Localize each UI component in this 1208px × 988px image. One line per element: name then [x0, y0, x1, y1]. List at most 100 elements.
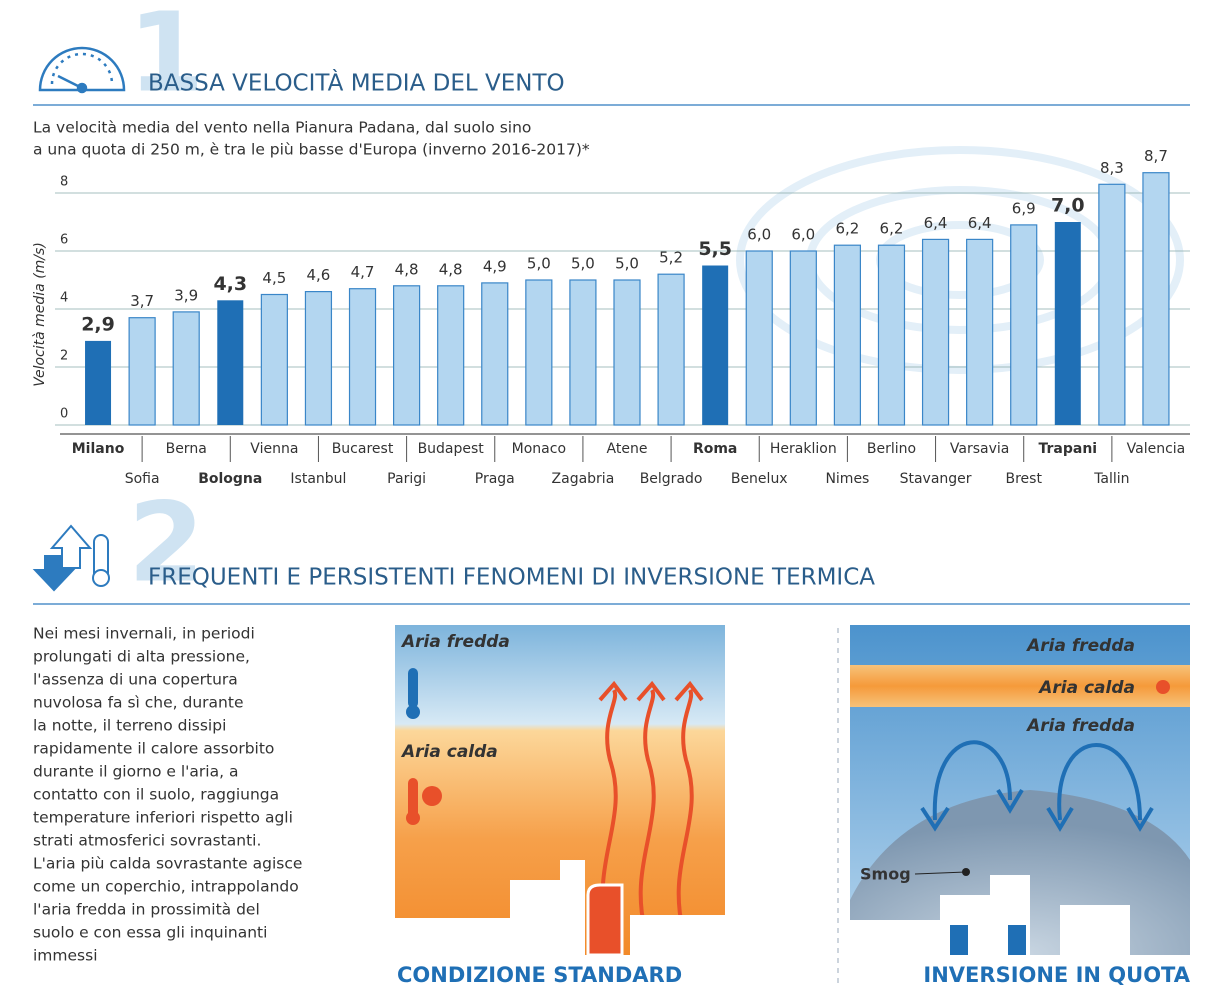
layer-label: Smog: [860, 865, 911, 884]
bar: [746, 251, 772, 425]
bar: [614, 280, 640, 425]
paragraph-line: la notte, il terreno dissipi: [33, 717, 226, 735]
value-label: 3,9: [174, 286, 198, 304]
value-label: 5,0: [571, 255, 595, 273]
y-tick-label: 8: [60, 175, 68, 190]
value-label: 4,6: [307, 266, 331, 284]
y-tick-label: 2: [60, 349, 68, 364]
y-tick-label: 4: [60, 291, 68, 306]
section-title: BASSA VELOCITÀ MEDIA DEL VENTO: [148, 69, 565, 97]
paragraph-line: immessi: [33, 947, 98, 965]
x-tick-label: Trapani: [1038, 441, 1097, 457]
description-line: a una quota di 250 m, è tra le più basse…: [33, 141, 590, 159]
bar: [702, 266, 728, 426]
value-label: 4,8: [439, 260, 463, 278]
value-label: 5,5: [698, 238, 732, 260]
bar: [350, 289, 376, 425]
paragraph-line: durante il giorno e l'aria, a: [33, 763, 238, 781]
y-tick-label: 6: [60, 233, 68, 248]
section-number: 1: [128, 0, 205, 116]
y-axis-label: Velocità media (m/s): [32, 242, 48, 387]
x-tick-label: Benelux: [731, 471, 788, 487]
layer-label: Aria fredda: [1025, 636, 1135, 656]
bar: [261, 295, 287, 426]
bar: [438, 286, 464, 425]
bar: [1099, 184, 1125, 425]
bar: [790, 251, 816, 425]
paragraph-line: strati atmosferici sovrastanti.: [33, 832, 261, 850]
paragraph: Nei mesi invernali, in periodi prolungati…: [33, 625, 302, 965]
value-label: 5,2: [659, 249, 683, 267]
x-tick-label: Tallin: [1093, 471, 1129, 487]
x-tick-label: Roma: [693, 441, 737, 457]
bar: [878, 245, 904, 425]
paragraph-line: L'aria più calda sovrastante agisce: [33, 855, 302, 873]
value-label: 6,0: [747, 226, 771, 244]
diagram-inversion: Aria fredda Aria calda Aria fredda Smog …: [850, 625, 1191, 987]
paragraph-line: suolo e con essa gli inquinanti: [33, 924, 267, 942]
paragraph-line: nuvolosa fa sì che, durante: [33, 694, 244, 712]
value-label: 2,9: [81, 313, 115, 335]
paragraph-line: l'assenza di una copertura: [33, 671, 238, 689]
x-tick-label: Heraklion: [770, 441, 837, 457]
diagram-standard: Aria fredda Aria calda CONDIZIONE STANDA…: [395, 625, 725, 987]
bar: [570, 280, 596, 425]
bar: [1143, 173, 1169, 425]
y-tick-label: 0: [60, 407, 68, 422]
value-label: 8,7: [1144, 147, 1168, 165]
bar: [658, 274, 684, 425]
value-label: 7,0: [1051, 195, 1085, 217]
value-label: 4,5: [262, 269, 286, 287]
layer-label: Aria fredda: [1025, 716, 1135, 736]
x-tick-label: Bologna: [198, 471, 262, 487]
bar: [129, 318, 155, 425]
paragraph-line: rapidamente il calore assorbito: [33, 740, 274, 758]
x-tick-label: Bucarest: [332, 441, 394, 457]
bar: [394, 286, 420, 425]
bar: [967, 239, 993, 425]
layer-label: Aria calda: [1037, 678, 1135, 698]
bar: [834, 245, 860, 425]
paragraph-line: Nei mesi invernali, in periodi: [33, 625, 255, 643]
x-tick-label: Atene: [607, 441, 648, 457]
value-label: 6,9: [1012, 199, 1036, 217]
infographic: 1 BASSA VELOCITÀ MEDIA DEL VENTO La velo…: [0, 0, 1208, 988]
value-label: 4,9: [483, 257, 507, 275]
value-label: 4,8: [395, 260, 419, 278]
paragraph-line: contatto con il suolo, raggiunga: [33, 786, 279, 804]
description-line: La velocità media del vento nella Pianur…: [33, 119, 531, 137]
x-tick-label: Valencia: [1127, 441, 1186, 457]
bar: [1011, 225, 1037, 425]
x-tick-label: Nimes: [825, 471, 869, 487]
value-label: 5,0: [615, 255, 639, 273]
value-label: 6,4: [924, 214, 948, 232]
gauge-icon: [40, 48, 124, 92]
bar: [526, 280, 552, 425]
bar: [305, 292, 331, 425]
x-tick-label: Stavanger: [900, 471, 972, 487]
x-tick-label: Monaco: [512, 441, 566, 457]
value-label: 6,4: [968, 214, 992, 232]
value-label: 6,2: [835, 220, 859, 238]
value-label: 3,7: [130, 292, 154, 310]
layer-label: Aria calda: [400, 742, 498, 762]
value-label: 6,0: [791, 226, 815, 244]
value-label: 4,3: [213, 273, 247, 295]
x-tick-label: Vienna: [250, 441, 298, 457]
x-tick-label: Milano: [72, 441, 125, 457]
x-tick-label: Parigi: [387, 471, 426, 487]
layer-label: Aria fredda: [400, 632, 510, 652]
x-tick-label: Berna: [166, 441, 207, 457]
value-label: 5,0: [527, 255, 551, 273]
bar: [217, 300, 243, 425]
x-tick-label: Varsavia: [950, 441, 1009, 457]
x-tick-label: Berlino: [867, 441, 916, 457]
paragraph-line: prolungati di alta pressione,: [33, 648, 250, 666]
x-tick-label: Brest: [1005, 471, 1042, 487]
paragraph-line: l'aria fredda in prossimità del: [33, 901, 260, 919]
bar: [923, 239, 949, 425]
value-label: 4,7: [351, 263, 375, 281]
section-title: FREQUENTI E PERSISTENTI FENOMENI DI INVE…: [148, 565, 875, 591]
x-tick-label: Budapest: [418, 441, 485, 457]
inversion-icon: [35, 526, 109, 590]
